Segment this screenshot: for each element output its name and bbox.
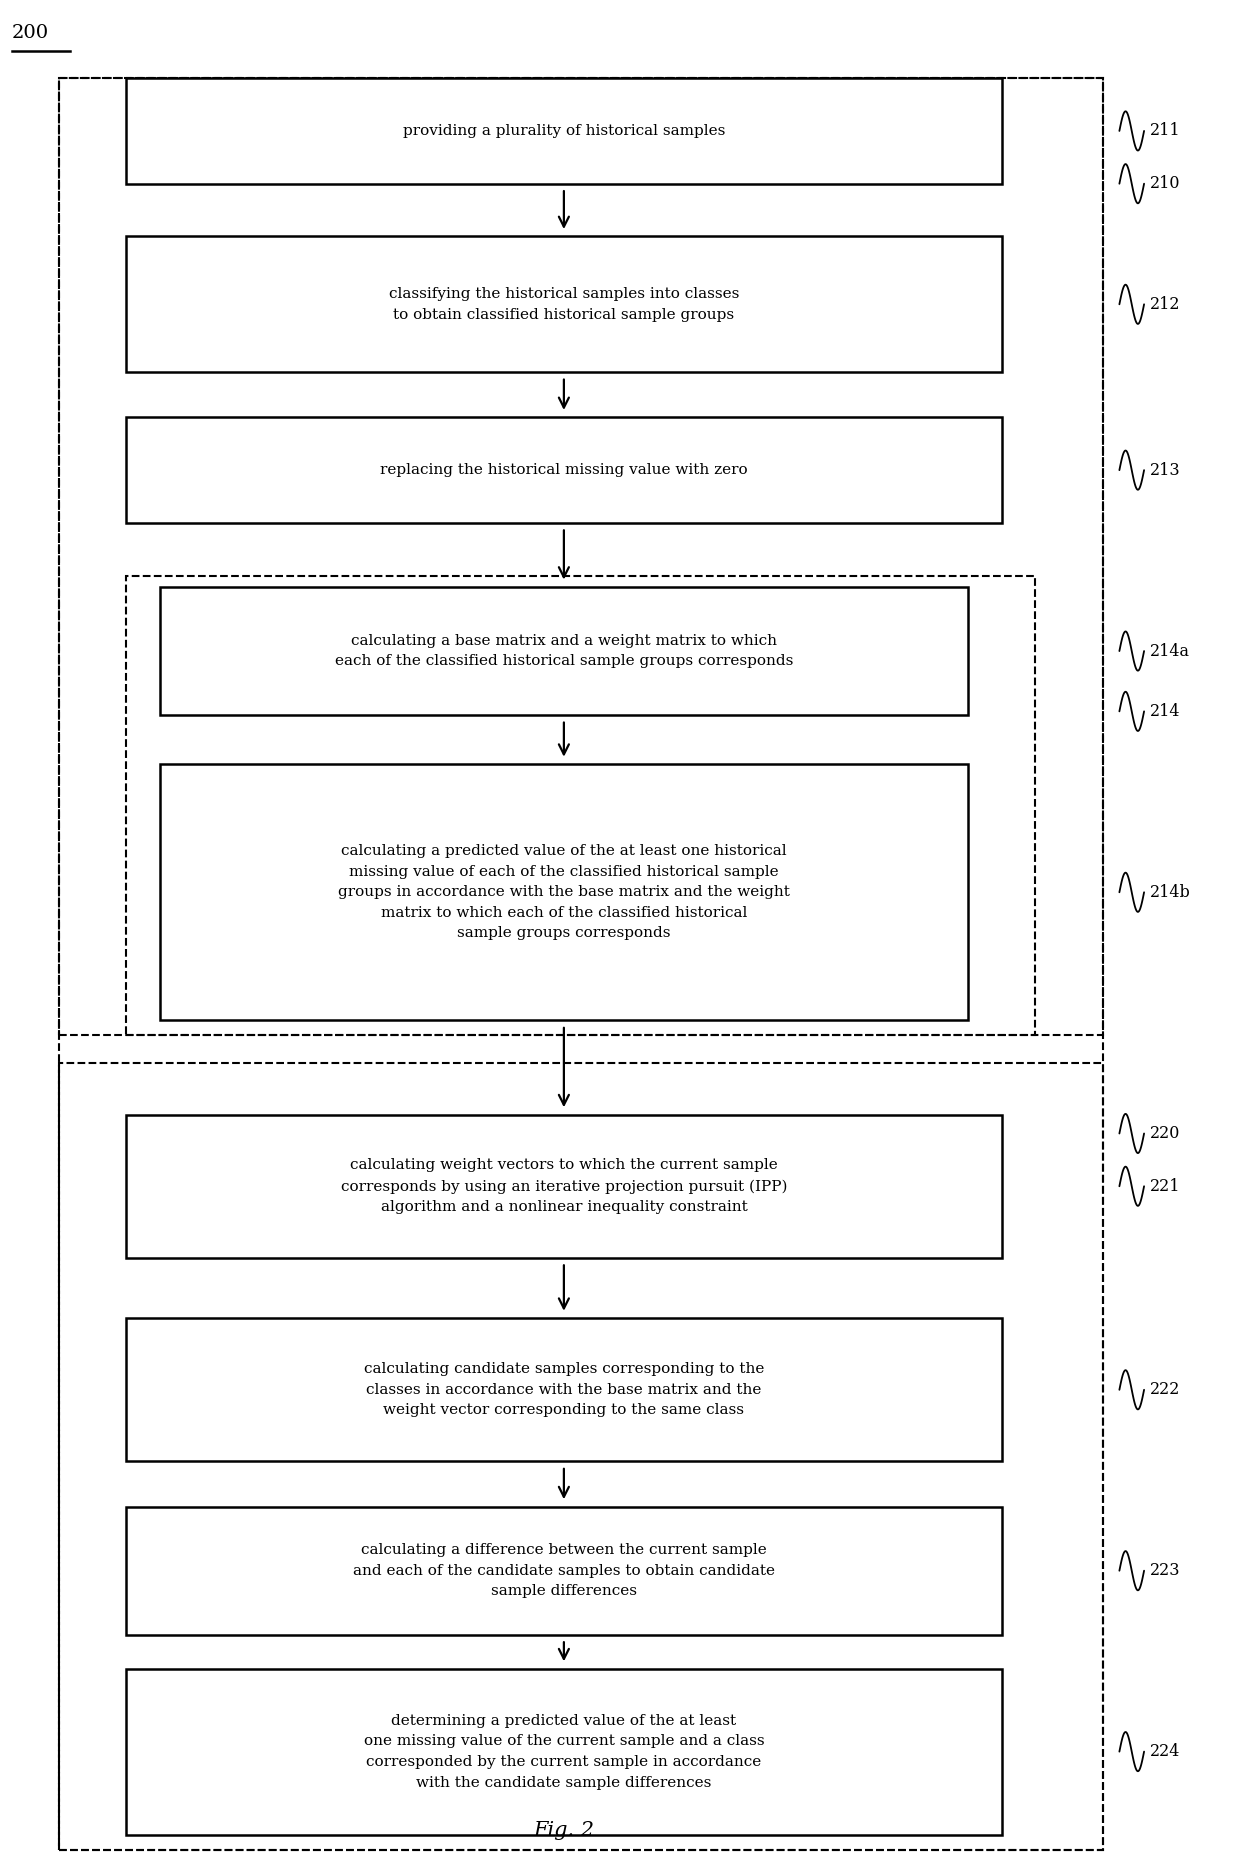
- Text: 214: 214: [1149, 703, 1180, 720]
- Text: calculating a base matrix and a weight matrix to which
each of the classified hi: calculating a base matrix and a weight m…: [335, 634, 794, 667]
- Text: Fig. 2: Fig. 2: [533, 1821, 594, 1839]
- Text: 223: 223: [1149, 1562, 1180, 1579]
- Text: 222: 222: [1149, 1382, 1180, 1399]
- FancyBboxPatch shape: [160, 765, 968, 1020]
- Text: 210: 210: [1149, 174, 1180, 193]
- Text: 212: 212: [1149, 296, 1180, 313]
- FancyBboxPatch shape: [126, 236, 1002, 371]
- Text: 220: 220: [1149, 1125, 1180, 1142]
- Text: 214b: 214b: [1149, 883, 1190, 900]
- Text: determining a predicted value of the at least
one missing value of the current s: determining a predicted value of the at …: [363, 1714, 764, 1789]
- Text: 200: 200: [11, 24, 48, 41]
- FancyBboxPatch shape: [160, 587, 968, 714]
- Text: 224: 224: [1149, 1744, 1180, 1761]
- FancyBboxPatch shape: [126, 1508, 1002, 1635]
- FancyBboxPatch shape: [126, 1669, 1002, 1834]
- Text: calculating weight vectors to which the current sample
corresponds by using an i: calculating weight vectors to which the …: [341, 1159, 787, 1215]
- Text: calculating candidate samples corresponding to the
classes in accordance with th: calculating candidate samples correspond…: [363, 1361, 764, 1418]
- FancyBboxPatch shape: [126, 79, 1002, 184]
- FancyBboxPatch shape: [126, 418, 1002, 523]
- Text: 211: 211: [1149, 122, 1180, 139]
- FancyBboxPatch shape: [126, 1318, 1002, 1461]
- Text: classifying the historical samples into classes
to obtain classified historical : classifying the historical samples into …: [388, 287, 739, 322]
- Text: calculating a difference between the current sample
and each of the candidate sa: calculating a difference between the cur…: [353, 1543, 775, 1598]
- FancyBboxPatch shape: [126, 1114, 1002, 1258]
- Text: replacing the historical missing value with zero: replacing the historical missing value w…: [381, 463, 748, 476]
- Text: providing a plurality of historical samples: providing a plurality of historical samp…: [403, 124, 725, 139]
- Text: 221: 221: [1149, 1178, 1180, 1194]
- Text: 214a: 214a: [1149, 643, 1189, 660]
- Text: calculating a predicted value of the at least one historical
missing value of ea: calculating a predicted value of the at …: [339, 844, 790, 941]
- Text: 213: 213: [1149, 461, 1180, 478]
